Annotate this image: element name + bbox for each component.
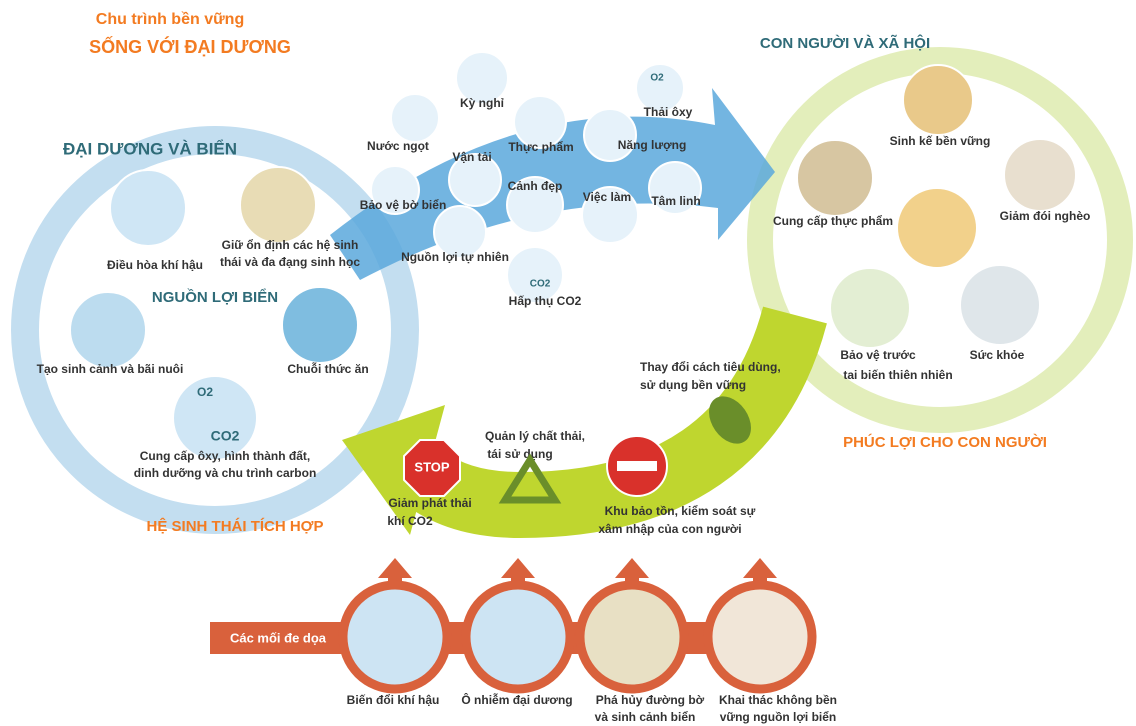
ocean-title: ĐẠI DƯƠNG VÀ BIỂN xyxy=(63,139,237,158)
ocean-item: Chuỗi thức ăn xyxy=(287,361,368,376)
icon xyxy=(110,170,186,246)
icon xyxy=(797,140,873,216)
icon-label: CO2 xyxy=(211,428,240,444)
arrowhead xyxy=(501,558,535,578)
service-label: Thải ôxy xyxy=(644,105,693,119)
threat-label: Ô nhiễm đại dương xyxy=(461,692,572,707)
ocean-item: Cung cấp ôxy, hình thành đất, xyxy=(140,449,310,463)
icon xyxy=(897,188,977,268)
icon xyxy=(580,585,684,689)
threat-label: và sinh cảnh biển xyxy=(595,710,696,724)
ocean-item: Giữ ổn định các hệ sinh xyxy=(222,238,359,252)
ocean-item: dinh dưỡng và chu trình carbon xyxy=(134,466,317,480)
action-label: Thay đổi cách tiêu dùng, xyxy=(640,360,781,374)
ocean-footer: HỆ SINH THÁI TÍCH HỢP xyxy=(147,517,324,535)
no-entry-bar xyxy=(617,461,657,471)
society-item: Sinh kế bền vững xyxy=(890,134,991,148)
icon xyxy=(903,65,973,135)
icon xyxy=(391,94,439,142)
icon-label: CO2 xyxy=(530,279,551,290)
arrowhead xyxy=(615,558,649,578)
threats-title: Các mối đe dọa xyxy=(230,630,327,645)
society-item: tai biến thiên nhiên xyxy=(843,368,952,382)
arrowhead xyxy=(378,558,412,578)
ocean-item: thái và đa đạng sinh học xyxy=(220,255,360,269)
action-label: sử dụng bền vững xyxy=(640,378,746,392)
threat-label: Phá hủy đường bờ xyxy=(596,693,705,707)
service-label: Tâm linh xyxy=(651,194,700,208)
service-label: Năng lượng xyxy=(618,138,687,152)
service-label: Kỳ nghỉ xyxy=(460,96,505,110)
service-label: Nước ngọt xyxy=(367,139,429,153)
threat-label: Khai thác không bền xyxy=(719,693,837,707)
society-title: CON NGƯỜI VÀ XÃ HỘI xyxy=(760,34,930,52)
threat-icons xyxy=(343,575,812,689)
icon xyxy=(466,585,570,689)
icon xyxy=(830,268,910,348)
icon-label: O2 xyxy=(650,73,664,84)
ocean-subtitle: NGUỒN LỢI BIỂN xyxy=(152,288,278,306)
threat-label: Biến đổi khí hậu xyxy=(347,693,440,707)
service-label: Nguồn lợi tự nhiên xyxy=(401,250,509,264)
icon xyxy=(240,167,316,243)
icon xyxy=(343,585,447,689)
society-footer: PHÚC LỢI CHO CON NGƯỜI xyxy=(843,433,1047,451)
service-label: Bảo vệ bờ biển xyxy=(360,198,447,212)
icon xyxy=(584,109,636,161)
icon-label: O2 xyxy=(197,385,213,399)
arrowhead xyxy=(743,558,777,578)
ocean-item: Tạo sinh cảnh và bãi nuôi xyxy=(37,362,184,376)
service-label: Vận tải xyxy=(452,150,491,164)
header-line1: Chu trình bền vững xyxy=(96,11,244,28)
service-label: Thực phẩm xyxy=(508,140,573,154)
icon xyxy=(1004,139,1076,211)
threat-label: vững nguồn lợi biển xyxy=(720,710,837,724)
threat-arrowheads xyxy=(378,558,777,578)
action-label: Khu bảo tồn, kiểm soát sự xyxy=(605,504,756,518)
action-label: xâm nhập của con người xyxy=(598,522,741,536)
society-item: Giảm đói nghèo xyxy=(1000,209,1091,223)
icon xyxy=(708,585,812,689)
stop-text: STOP xyxy=(414,459,449,474)
infographic: Chu trình bền vững SỐNG VỚI ĐẠI DƯƠNG ĐẠ… xyxy=(0,0,1136,726)
header-line2: SỐNG VỚI ĐẠI DƯƠNG xyxy=(89,36,291,57)
icon xyxy=(70,292,146,368)
icon xyxy=(173,376,257,460)
action-label: Giảm phát thải xyxy=(388,496,471,510)
action-label: Quản lý chất thải, xyxy=(485,429,585,443)
icon xyxy=(282,287,358,363)
service-label: Hấp thụ CO2 xyxy=(509,294,582,308)
action-label: tái sử dụng xyxy=(487,447,552,461)
society-item: Cung cấp thực phẩm xyxy=(773,214,893,228)
service-label: Việc làm xyxy=(583,190,631,204)
society-item: Bảo vệ trước xyxy=(840,348,916,362)
service-label: Cảnh đẹp xyxy=(508,179,563,193)
icon xyxy=(960,265,1040,345)
action-label: khí CO2 xyxy=(387,514,433,528)
society-item: Sức khỏe xyxy=(970,348,1025,362)
ocean-item: Điều hòa khí hậu xyxy=(107,258,203,272)
